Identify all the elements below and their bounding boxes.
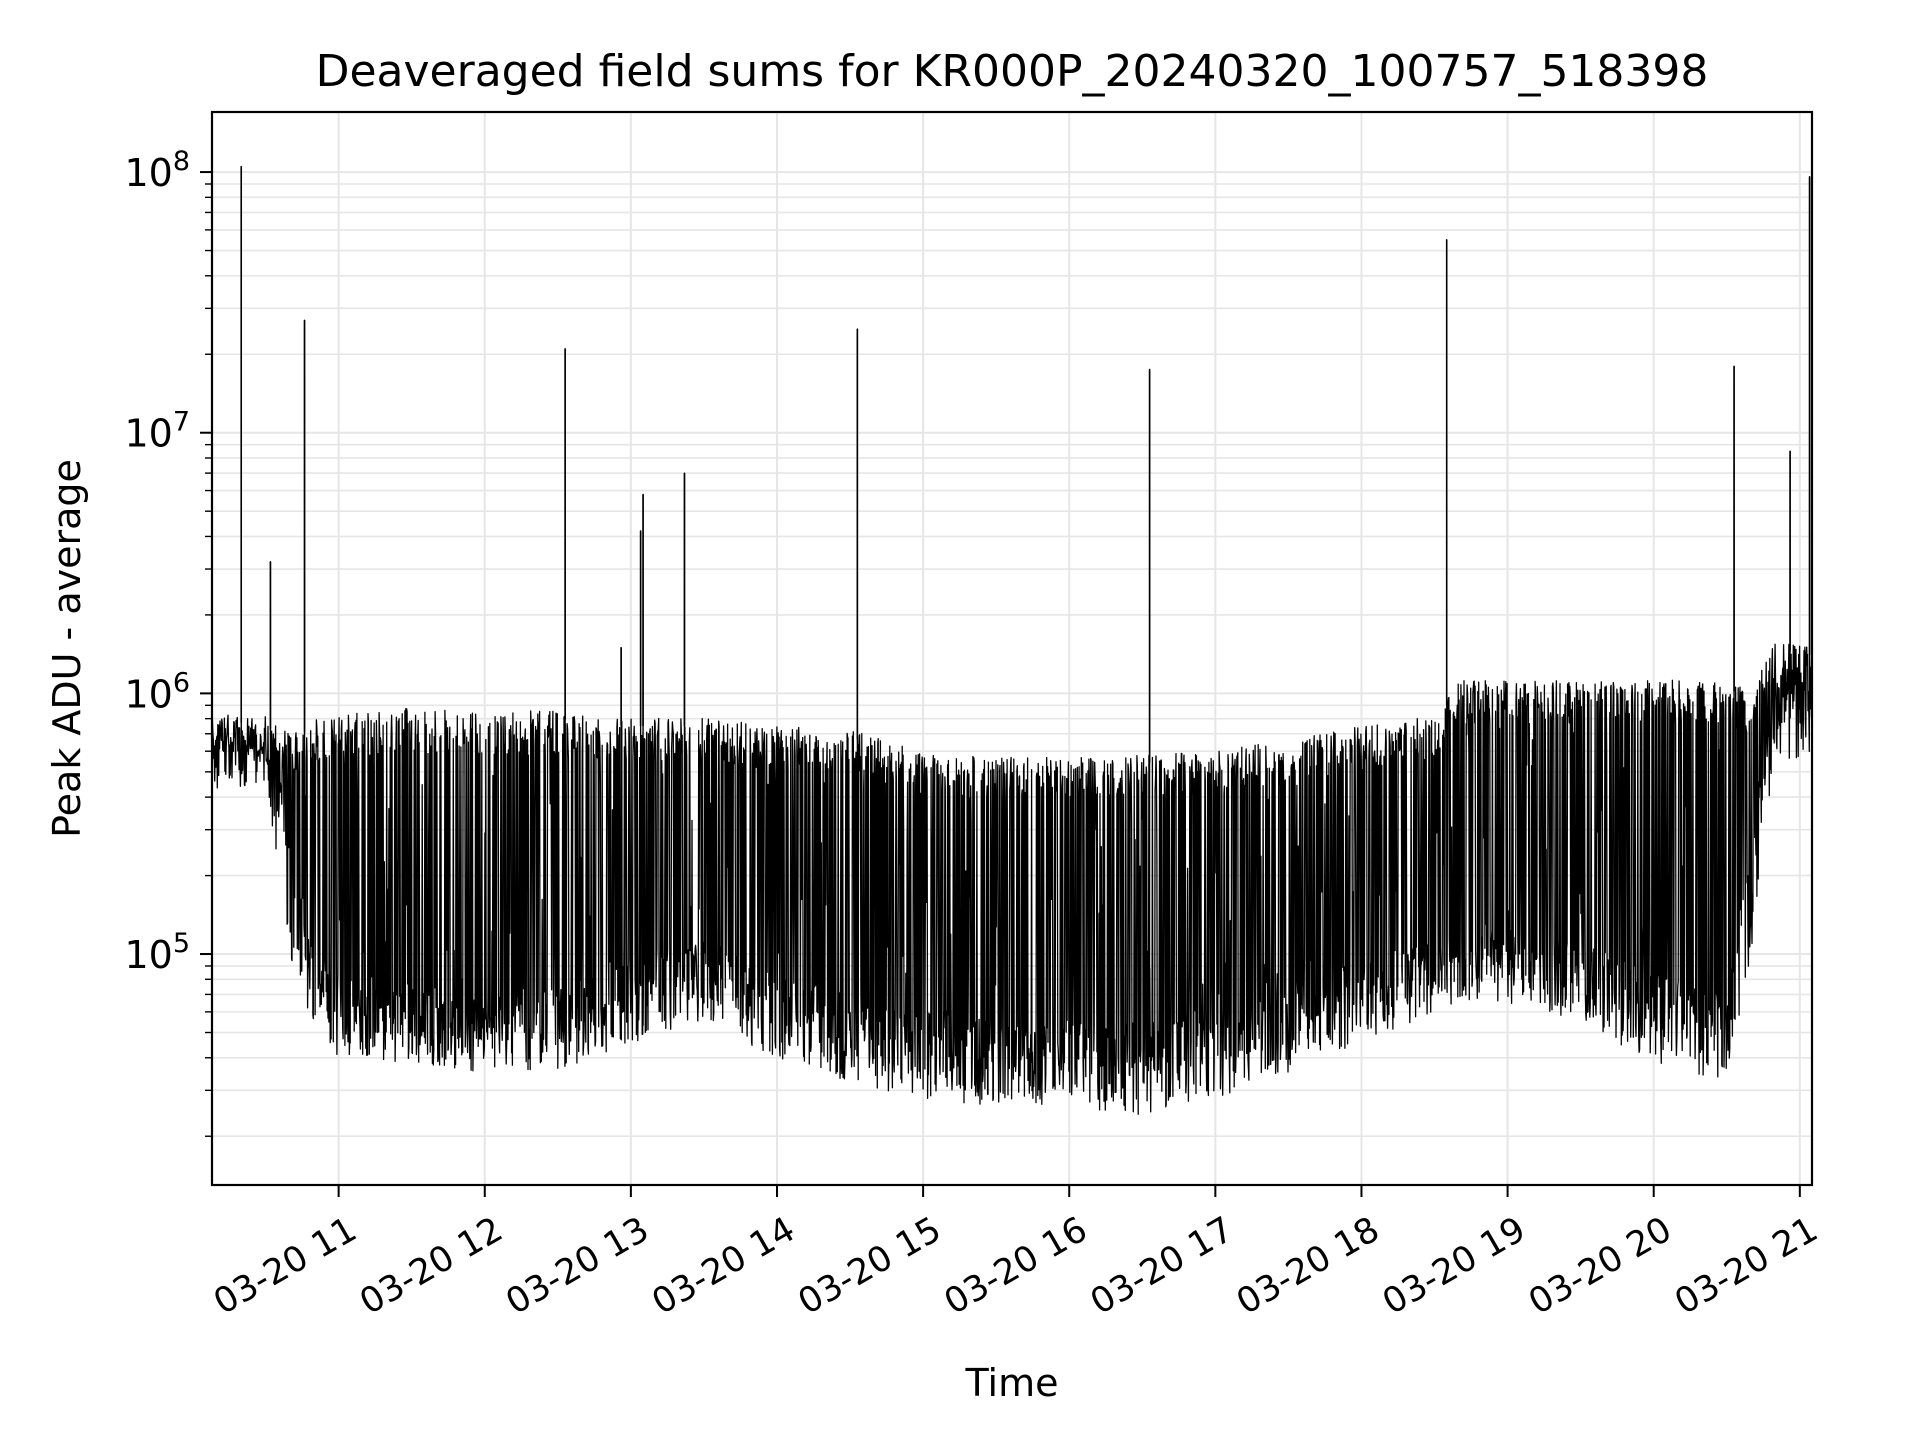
y-axis-ticks: 105 106 107 108	[124, 146, 212, 1137]
chart-title: Deaveraged field sums for KR000P_2024032…	[316, 46, 1709, 97]
y-tick-label: 107	[124, 407, 190, 456]
plot-frame	[210, 110, 1814, 1187]
y-axis-label: Peak ADU - average	[45, 459, 89, 838]
series-layer	[211, 165, 1813, 1115]
x-axis-label: Time	[965, 1361, 1059, 1405]
y-tick-label: 105	[124, 928, 190, 977]
y-tick-label: 108	[124, 146, 190, 195]
y-tick-label: 106	[124, 667, 190, 716]
series-line	[211, 165, 1813, 1115]
